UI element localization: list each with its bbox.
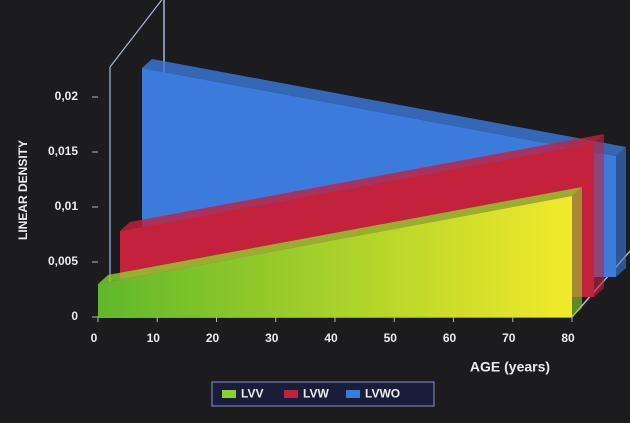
area-top xyxy=(142,59,626,156)
x-tick-label: 60 xyxy=(443,331,457,345)
y-tick-label: 0 xyxy=(71,309,78,323)
y-tick-label: 0,005 xyxy=(48,254,78,268)
legend-swatch xyxy=(346,390,360,398)
legend-label: LVWO xyxy=(365,387,400,401)
legend-box xyxy=(211,381,435,407)
legend: LVV LVW LVWO xyxy=(211,381,435,407)
area-top xyxy=(98,187,582,284)
x-tick-label: 30 xyxy=(265,331,279,345)
area xyxy=(98,196,572,317)
area-side xyxy=(594,134,604,297)
x-tick-label: 0 xyxy=(91,331,98,345)
frame xyxy=(109,0,163,68)
x-tick-label: 10 xyxy=(147,331,161,345)
y-tick-label: 0,01 xyxy=(55,199,79,213)
y-tick-label: 0,015 xyxy=(48,144,78,158)
y-tick-label: 0,02 xyxy=(55,89,79,103)
frame xyxy=(571,249,630,318)
legend-swatch xyxy=(222,390,236,398)
area-top xyxy=(120,134,604,231)
area-side xyxy=(616,147,626,277)
x-tick-label: 20 xyxy=(206,331,220,345)
x-tick-label: 40 xyxy=(324,331,338,345)
legend-label: LVW xyxy=(303,387,329,401)
x-tick-label: 70 xyxy=(502,331,516,345)
x-tick-label: 50 xyxy=(384,331,398,345)
x-axis-label: AGE (years) xyxy=(470,359,550,375)
area-side xyxy=(572,187,582,317)
y-axis-label: LINEAR DENSITY xyxy=(16,140,30,240)
x-tick-label: 80 xyxy=(561,331,575,345)
legend-swatch xyxy=(284,390,298,398)
legend-label: LVV xyxy=(241,387,263,401)
